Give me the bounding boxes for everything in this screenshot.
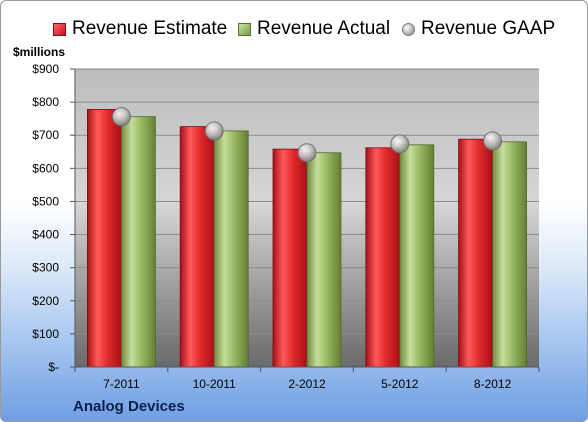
y-tick-label: $600 bbox=[32, 161, 59, 175]
legend-label-revenue-gaap: Revenue GAAP bbox=[421, 18, 556, 39]
y-tick-label: $700 bbox=[32, 128, 59, 142]
y-tick-label: $100 bbox=[32, 327, 59, 341]
bar-revenue-actual bbox=[399, 144, 435, 368]
company-label: Analog Devices bbox=[73, 398, 185, 415]
marker-revenue-gaap bbox=[390, 134, 410, 154]
y-axis-unit-label: $millions bbox=[13, 45, 66, 59]
legend: Revenue Estimate Revenue Actual Revenue … bbox=[1, 15, 587, 43]
bar-revenue-estimate bbox=[365, 147, 401, 368]
x-tick-label: 5-2012 bbox=[381, 377, 419, 391]
x-tick-label: 2-2012 bbox=[288, 377, 326, 391]
x-tick-label: 8-2012 bbox=[474, 377, 512, 391]
bar-revenue-actual bbox=[213, 130, 249, 368]
bar-revenue-estimate bbox=[87, 108, 122, 368]
y-tick-label: $900 bbox=[32, 62, 59, 76]
legend-label-revenue-estimate: Revenue Estimate bbox=[72, 18, 228, 39]
marker-revenue-gaap bbox=[204, 121, 224, 141]
bar-revenue-actual bbox=[492, 141, 528, 368]
legend-item-revenue-estimate: Revenue Estimate bbox=[53, 15, 227, 43]
legend-swatch-revenue-gaap bbox=[402, 22, 415, 36]
legend-item-revenue-gaap: Revenue GAAP bbox=[402, 15, 555, 43]
marker-revenue-gaap bbox=[483, 131, 503, 151]
gaap-markers bbox=[111, 107, 503, 163]
y-tick-label: $800 bbox=[32, 95, 59, 109]
y-tick-label: $300 bbox=[32, 261, 59, 275]
legend-swatch-revenue-estimate bbox=[53, 22, 66, 36]
x-tick-label: 10-2011 bbox=[193, 377, 236, 391]
marker-revenue-gaap bbox=[297, 143, 317, 163]
legend-label-revenue-actual: Revenue Actual bbox=[257, 18, 391, 39]
x-tick-label: 7-2011 bbox=[103, 377, 140, 391]
y-tick-label: $200 bbox=[32, 294, 59, 308]
bar-revenue-estimate bbox=[272, 148, 308, 368]
bar-revenue-actual bbox=[306, 152, 342, 368]
bar-revenue-actual bbox=[121, 116, 156, 368]
legend-swatch-revenue-actual bbox=[238, 22, 251, 36]
y-tick-label: $- bbox=[48, 360, 59, 374]
x-axis: 7-2011 10-2011 2-2012 5-2012 8-2012 bbox=[74, 366, 540, 391]
y-tick-label: $400 bbox=[32, 228, 59, 242]
bar-revenue-estimate bbox=[179, 126, 215, 368]
y-axis: $- $100 $200 $300 $400 $500 $600 $700 $800 $900 bbox=[32, 62, 76, 374]
legend-item-revenue-actual: Revenue Actual bbox=[238, 15, 390, 43]
bars bbox=[87, 108, 528, 368]
marker-revenue-gaap bbox=[111, 107, 131, 127]
bar-revenue-estimate bbox=[458, 138, 494, 368]
y-tick-label: $500 bbox=[32, 194, 59, 208]
